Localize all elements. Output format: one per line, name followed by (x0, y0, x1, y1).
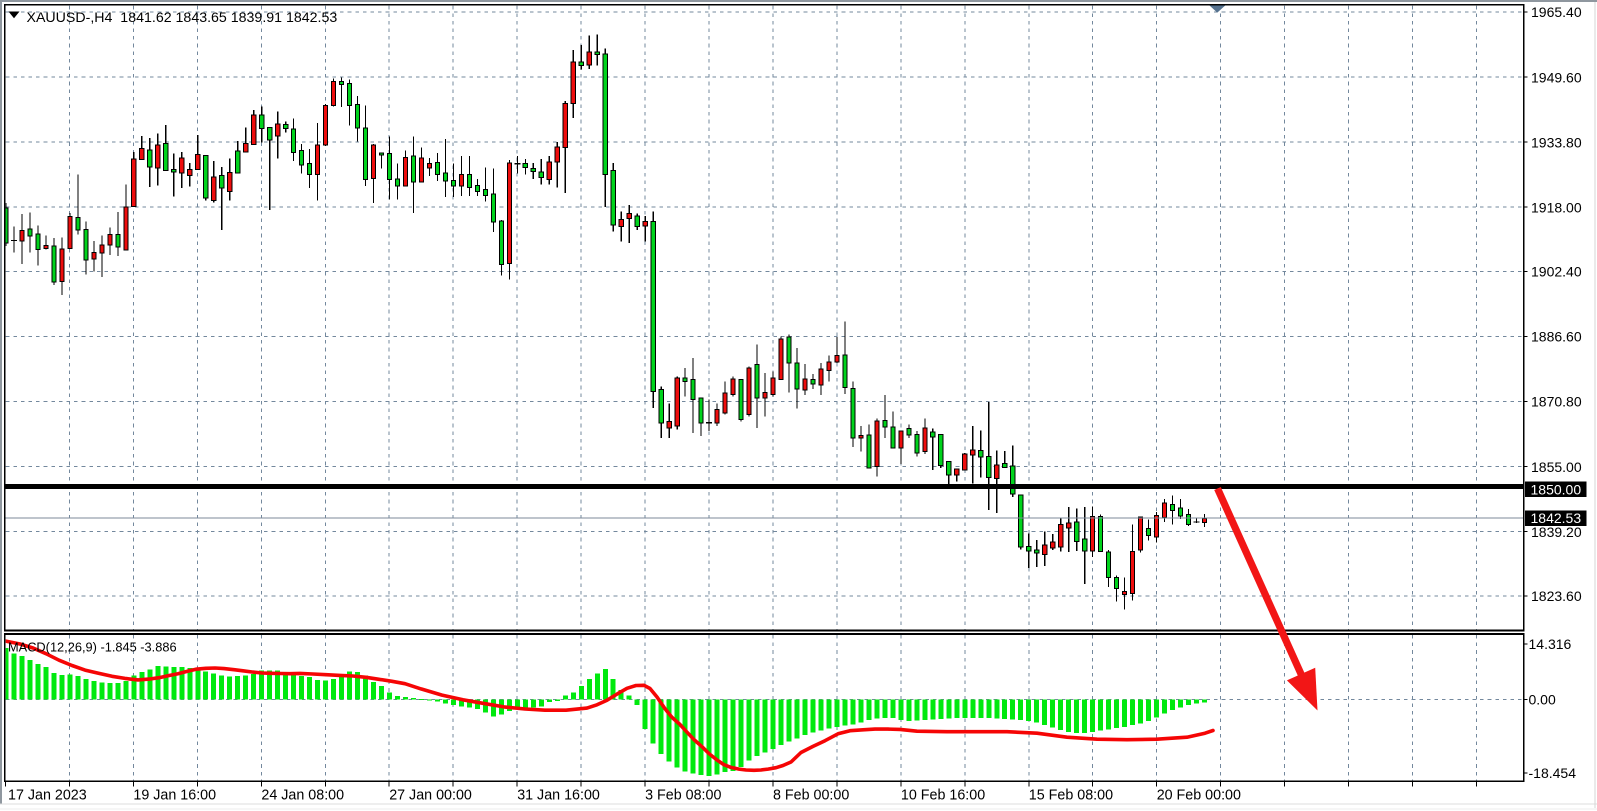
svg-text:1850.00: 1850.00 (1531, 481, 1582, 497)
svg-text:1886.60: 1886.60 (1531, 329, 1582, 345)
svg-text:19 Jan 16:00: 19 Jan 16:00 (133, 788, 216, 804)
svg-text:1870.80: 1870.80 (1531, 394, 1582, 410)
svg-text:0.00: 0.00 (1529, 692, 1556, 708)
svg-text:15 Feb 08:00: 15 Feb 08:00 (1029, 788, 1113, 804)
svg-text:1933.80: 1933.80 (1531, 134, 1582, 150)
svg-text:MACD(12,26,9) -1.845 -3.886: MACD(12,26,9) -1.845 -3.886 (8, 640, 177, 655)
svg-text:1902.40: 1902.40 (1531, 264, 1582, 280)
svg-text:1823.60: 1823.60 (1531, 588, 1582, 604)
svg-text:31 Jan 16:00: 31 Jan 16:00 (517, 788, 600, 804)
svg-text:1839.20: 1839.20 (1531, 524, 1582, 540)
svg-text:1855.00: 1855.00 (1531, 459, 1582, 475)
svg-text:10 Feb 16:00: 10 Feb 16:00 (901, 788, 985, 804)
svg-text:20 Feb 00:00: 20 Feb 00:00 (1157, 788, 1241, 804)
svg-text:3 Feb 08:00: 3 Feb 08:00 (645, 788, 721, 804)
svg-text:27 Jan 00:00: 27 Jan 00:00 (389, 788, 472, 804)
svg-text:1965.40: 1965.40 (1531, 4, 1582, 20)
svg-text:1949.60: 1949.60 (1531, 69, 1582, 85)
svg-text:14.316: 14.316 (1529, 636, 1572, 652)
svg-text:XAUUSD-,H4 1841.62 1843.65 18: XAUUSD-,H4 1841.62 1843.65 1839.91 1842.… (27, 10, 338, 26)
svg-text:-18.454: -18.454 (1529, 765, 1577, 781)
svg-text:1918.00: 1918.00 (1531, 199, 1582, 215)
svg-text:8 Feb 00:00: 8 Feb 00:00 (773, 788, 849, 804)
svg-text:1842.53: 1842.53 (1531, 510, 1582, 526)
svg-text:24 Jan 08:00: 24 Jan 08:00 (261, 788, 344, 804)
svg-text:17 Jan 2023: 17 Jan 2023 (8, 788, 87, 804)
